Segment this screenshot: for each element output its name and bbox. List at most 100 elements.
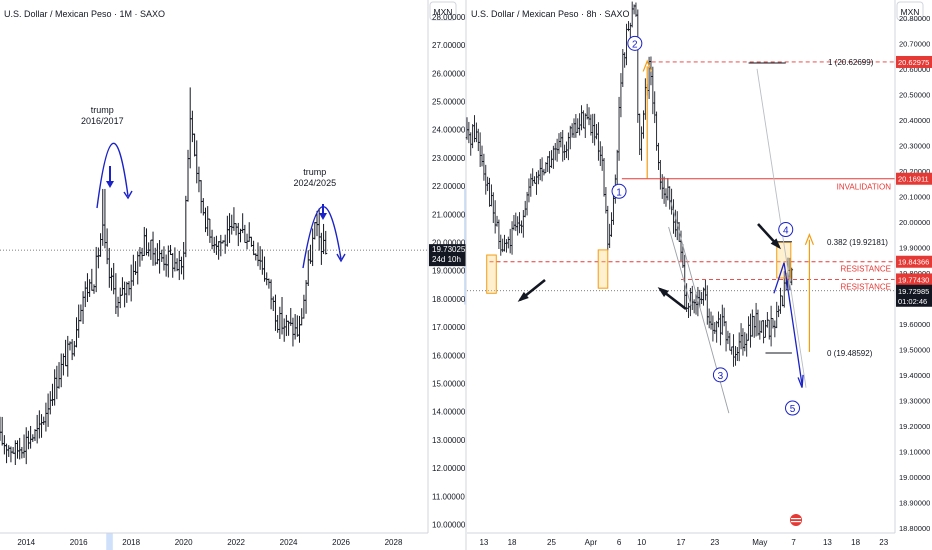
pointer-arrow-head [770,238,782,250]
monthly-x-tick-label: 2024 [280,538,298,547]
us-flag-stripe [791,518,801,520]
trump-2024-down-arrow-head [319,213,327,220]
fib-382-label: 0.382 (19.92181) [827,238,888,247]
retracement-arrow-head [804,232,814,246]
eight-hour-x-tick-label: 23 [710,538,719,547]
monthly-time-highlight [106,533,113,550]
eight-hour-y-tick-label: 19.80000 [899,269,930,278]
eight-hour-currency-label: MXN [901,7,920,17]
monthly-last-price-badge [429,244,466,267]
monthly-chart-title: U.S. Dollar / Mexican Peso · 1M · SAXO [4,9,165,19]
eight-hour-price-badges: 20.62975 20.16911 19.84366 19.77430 19.72985… [896,55,932,307]
monthly-x-tick-label: 2016 [70,538,88,547]
monthly-y-tick-label: 28.00000 [432,13,466,22]
monthly-annotation-line2: 2016/2017 [81,116,124,126]
eight-hour-x-tick-label: 6 [617,538,622,547]
monthly-price-axis[interactable] [428,0,464,550]
monthly-y-tick-label: 24.00000 [432,126,466,135]
monthly-y-tick-label: 27.00000 [432,41,466,50]
monthly-y-tick-label: 25.00000 [432,98,466,107]
monthly-x-tick-label: 2020 [175,538,193,547]
eight-hour-y-tick-label: 19.10000 [899,447,930,456]
eight-hour-plot-area [467,0,895,550]
monthly-y-tick-label: 11.00000 [432,492,465,501]
wave-label-circle [611,183,627,199]
monthly-y-tick-label: 21.00000 [432,210,466,219]
trump-2016-arc [96,142,129,209]
eight-hour-x-tick-label: 18 [508,538,517,547]
wave-label-text: 1 [616,187,622,198]
monthly-y-tick-label: 17.00000 [432,323,466,332]
measured-move-arrow-head [642,59,652,72]
eight-hour-y-tick-label: 20.30000 [899,141,930,150]
pointer-arrow-head [657,287,669,298]
fib-0-label: 0 (19.48592) [827,349,873,358]
eight-hour-y-tick-label: 20.10000 [899,192,930,201]
monthly-x-tick-label: 2026 [332,538,350,547]
monthly-ohlc-bars [0,87,328,466]
eight-hour-y-tick-label: 18.80000 [899,524,930,533]
monthly-y-tick-label: 22.00000 [432,182,466,191]
eight-hour-x-tick-label: 17 [677,538,686,547]
eight-hour-x-tick-label: 13 [823,538,832,547]
monthly-y-tick-label: 23.00000 [432,154,466,163]
monthly-countdown-text: 24d 10h [432,255,461,264]
eight-hour-chart-panel: 1 (20.62699) INVALIDATION RESISTANCE RESIST… [465,0,932,550]
monthly-y-tick-label: 16.00000 [432,351,466,360]
level-price-badge-text: 19.84366 [898,258,929,267]
monthly-plot-area [0,0,425,550]
monthly-y-tick-label: 14.00000 [432,408,466,417]
eight-hour-y-tick-label: 19.50000 [899,345,930,354]
wave-label-circle [778,222,794,238]
monthly-x-ticks: 2014 2016 2018 2020 2022 2024 2026 2028 [17,538,403,547]
eight-hour-x-tick-label: 7 [791,538,796,547]
eight-hour-y-ticks: 20.80000 20.70000 20.60000 20.50000 20.40000… [899,14,930,533]
level-price-badge-text: 20.16911 [898,175,929,184]
eight-hour-x-tick-label: 25 [547,538,556,547]
monthly-x-tick-label: 2022 [227,538,245,547]
monthly-y-tick-label: 12.00000 [432,464,466,473]
eight-hour-y-tick-label: 20.60000 [899,65,930,74]
monthly-currency-box[interactable] [429,1,457,21]
monthly-y-tick-label: 18.00000 [432,295,466,304]
eight-hour-countdown-text: 01:02:46 [898,297,927,306]
wave-label-text: 3 [718,371,724,382]
eight-hour-y-tick-label: 20.70000 [899,39,930,48]
invalidation-label: INVALIDATION [837,183,892,192]
monthly-y-tick-label: 19.00000 [432,267,466,276]
eight-hour-drawings: 1 (20.62699) INVALIDATION RESISTANCE RESIST… [467,35,895,416]
level-price-badge [896,172,932,185]
wave-label-circle [785,400,801,416]
resistance-lower-label: RESISTANCE [840,282,891,291]
trump-2024-arc-head [336,253,346,263]
monthly-y-tick-label: 15.00000 [432,380,466,389]
eight-hour-y-tick-label: 19.40000 [899,371,930,380]
eight-hour-y-tick-label: 19.00000 [899,473,930,482]
eight-hour-y-tick-label: 19.60000 [899,320,930,329]
eight-hour-currency-box[interactable] [896,1,924,21]
trump-2016-down-arrow-head [106,181,114,188]
us-flag-stripe [791,521,801,523]
monthly-annotation-line1: trump [91,105,114,115]
level-price-badge [896,255,932,268]
level-price-badge [896,55,932,68]
monthly-y-tick-label: 10.00000 [432,521,466,530]
eight-hour-y-tick-label: 18.90000 [899,498,930,507]
eight-hour-y-tick-label: 20.50000 [899,90,930,99]
monthly-x-tick-label: 2028 [385,538,403,547]
target-level-label: 1 (20.62699) [828,58,874,67]
eight-hour-last-price-text: 19.72985 [898,287,929,296]
wave-label-text: 5 [790,404,796,415]
wave-label-text: 2 [632,39,638,50]
eight-hour-x-tick-label: Apr [585,538,598,547]
us-flag-icon[interactable] [790,514,802,526]
eight-hour-x-tick-label: 18 [851,538,860,547]
eight-hour-chart-title: U.S. Dollar / Mexican Peso · 8h · SAXO [471,9,630,19]
eight-hour-y-tick-label: 20.80000 [899,14,930,23]
monthly-y-ticks: 28.00000 27.00000 26.00000 25.00000 24.00000… [432,13,466,530]
eight-hour-y-tick-label: 20.00000 [899,218,930,227]
wave-label-circle [712,367,728,383]
